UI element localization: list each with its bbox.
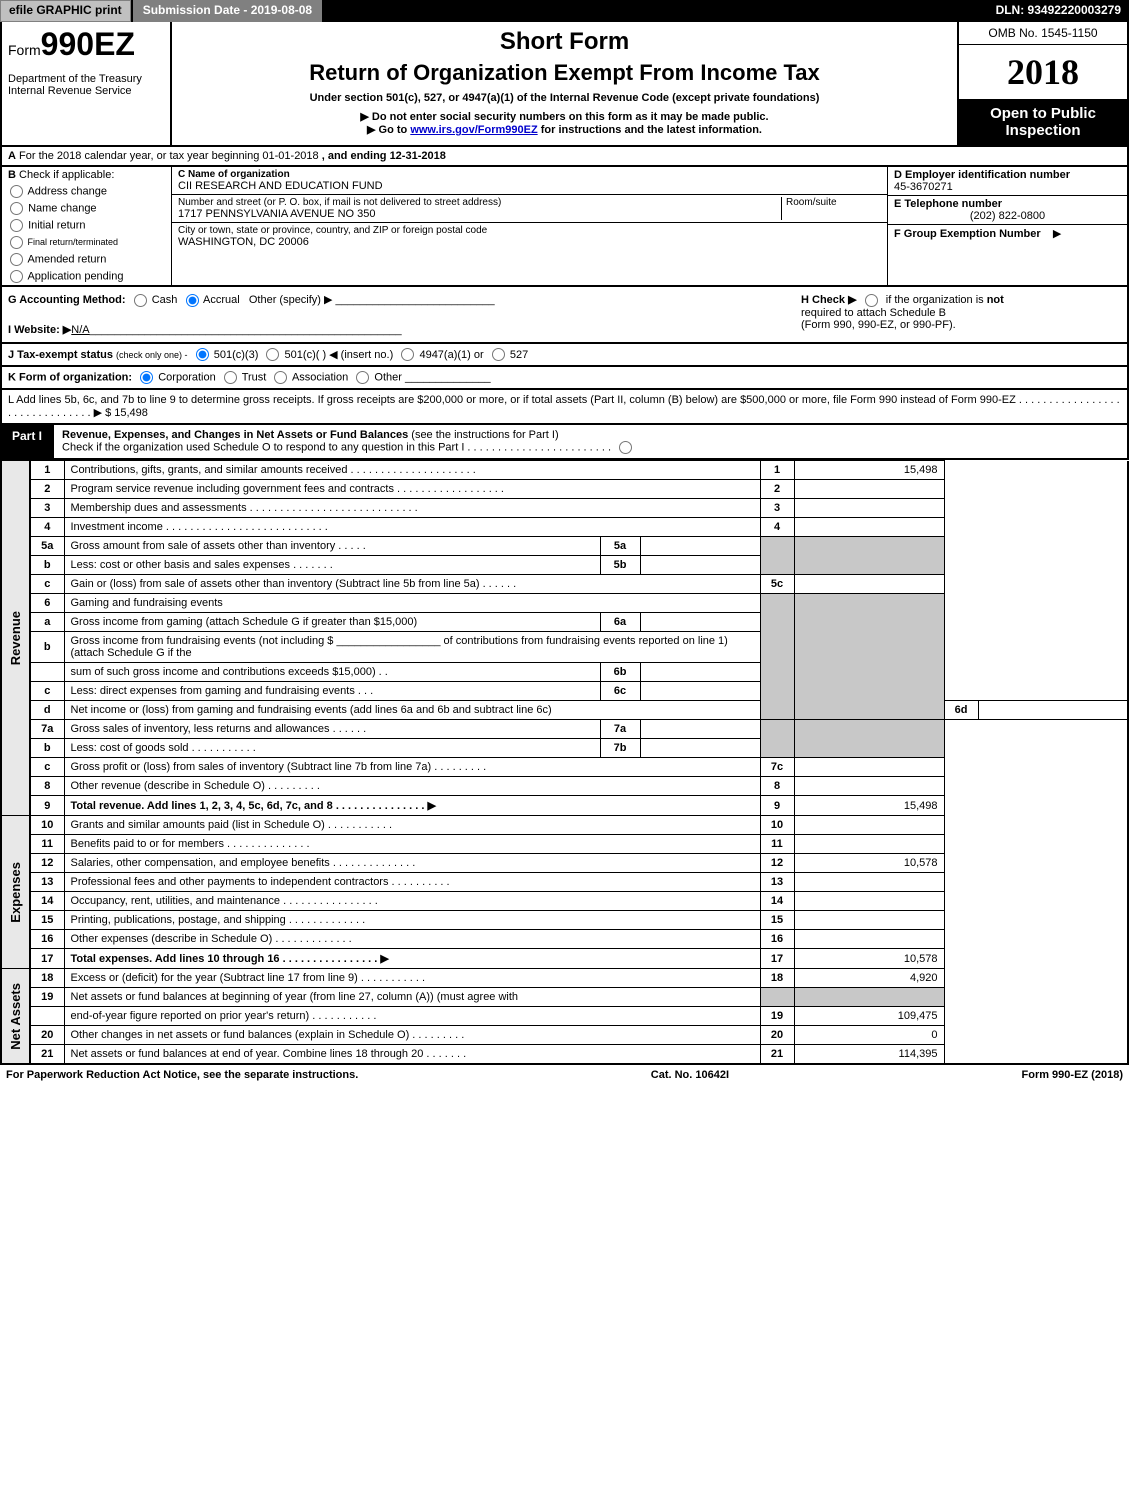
name-change-radio[interactable] (10, 202, 23, 215)
revenue-side-label: Revenue (8, 611, 23, 665)
under-section: Under section 501(c), 527, or 4947(a)(1)… (178, 92, 951, 104)
h-check-radio[interactable] (865, 294, 878, 307)
paperwork-notice: For Paperwork Reduction Act Notice, see … (6, 1069, 358, 1081)
part1-table: Revenue 1Contributions, gifts, grants, a… (0, 460, 1129, 1065)
expenses-side-label: Expenses (8, 862, 23, 923)
irs-link[interactable]: www.irs.gov/Form990EZ (410, 124, 537, 136)
telephone: (202) 822-0800 (894, 210, 1121, 222)
omb-number: OMB No. 1545-1150 (959, 22, 1127, 45)
website: N/A (71, 324, 89, 336)
k-corp-radio[interactable] (140, 371, 153, 384)
part1-header: Part I Revenue, Expenses, and Changes in… (0, 425, 1129, 460)
dept-treasury: Department of the Treasury (8, 73, 164, 85)
efile-print-button[interactable]: efile GRAPHIC print (0, 0, 131, 22)
line19-amount: 109,475 (794, 1007, 944, 1026)
address-change-radio[interactable] (10, 185, 23, 198)
form-ref: Form 990-EZ (2018) (1022, 1069, 1123, 1081)
footer: For Paperwork Reduction Act Notice, see … (0, 1065, 1129, 1085)
ein: 45-3670271 (894, 181, 953, 193)
j-527-radio[interactable] (492, 348, 505, 361)
line12-amount: 10,578 (794, 854, 944, 873)
open-to-public: Open to Public Inspection (959, 99, 1127, 145)
j-501c3-radio[interactable] (196, 348, 209, 361)
netassets-side-label: Net Assets (8, 983, 23, 1050)
line-a: A For the 2018 calendar year, or tax yea… (0, 147, 1129, 167)
accrual-radio[interactable] (186, 294, 199, 307)
topbar: efile GRAPHIC print Submission Date - 20… (0, 0, 1129, 22)
final-return-radio[interactable] (10, 236, 23, 249)
dln-label: DLN: 93492220003279 (988, 0, 1129, 22)
form-number: Form990EZ (8, 26, 164, 63)
k-trust-radio[interactable] (224, 371, 237, 384)
application-pending-radio[interactable] (10, 270, 23, 283)
section-ghi: G Accounting Method: Cash Accrual Other … (0, 287, 1129, 344)
irs-label: Internal Revenue Service (8, 85, 164, 97)
room-suite: Room/suite (781, 197, 881, 220)
initial-return-radio[interactable] (10, 219, 23, 232)
h-check: H Check ▶ if the organization is not req… (801, 293, 1121, 331)
short-form-title: Short Form (178, 28, 951, 56)
check-if-applicable: Check if applicable: (19, 169, 114, 181)
line-k: K Form of organization: Corporation Trus… (0, 367, 1129, 390)
cat-no: Cat. No. 10642I (651, 1069, 729, 1081)
k-assoc-radio[interactable] (274, 371, 287, 384)
form-header: Form990EZ Department of the Treasury Int… (0, 22, 1129, 147)
goto-irs: ▶ Go to www.irs.gov/Form990EZ for instru… (178, 123, 951, 136)
city-state-zip: WASHINGTON, DC 20006 (178, 236, 881, 248)
line20-amount: 0 (794, 1026, 944, 1045)
part1-schedo-radio[interactable] (619, 441, 632, 454)
return-title: Return of Organization Exempt From Incom… (178, 60, 951, 86)
line1-amount: 15,498 (794, 461, 944, 480)
tax-year: 2018 (959, 45, 1127, 99)
org-name: CII RESEARCH AND EDUCATION FUND (178, 180, 881, 192)
submission-date-label: Submission Date - 2019-08-08 (133, 0, 322, 22)
line-l: L Add lines 5b, 6c, and 7b to line 9 to … (0, 390, 1129, 425)
arrow-icon: ▶ (1053, 227, 1061, 240)
j-501c-radio[interactable] (266, 348, 279, 361)
street-address: 1717 PENNSYLVANIA AVENUE NO 350 (178, 208, 781, 220)
j-4947-radio[interactable] (401, 348, 414, 361)
line17-amount: 10,578 (794, 949, 944, 969)
line9-amount: 15,498 (794, 796, 944, 816)
entity-block: B Check if applicable: Address change Na… (0, 167, 1129, 287)
line21-amount: 114,395 (794, 1045, 944, 1065)
cash-radio[interactable] (134, 294, 147, 307)
line18-amount: 4,920 (794, 969, 944, 988)
line-j: J Tax-exempt status (check only one) - 5… (0, 344, 1129, 368)
amended-return-radio[interactable] (10, 253, 23, 266)
k-other-radio[interactable] (356, 371, 369, 384)
do-not-enter-ssn: ▶ Do not enter social security numbers o… (178, 110, 951, 123)
